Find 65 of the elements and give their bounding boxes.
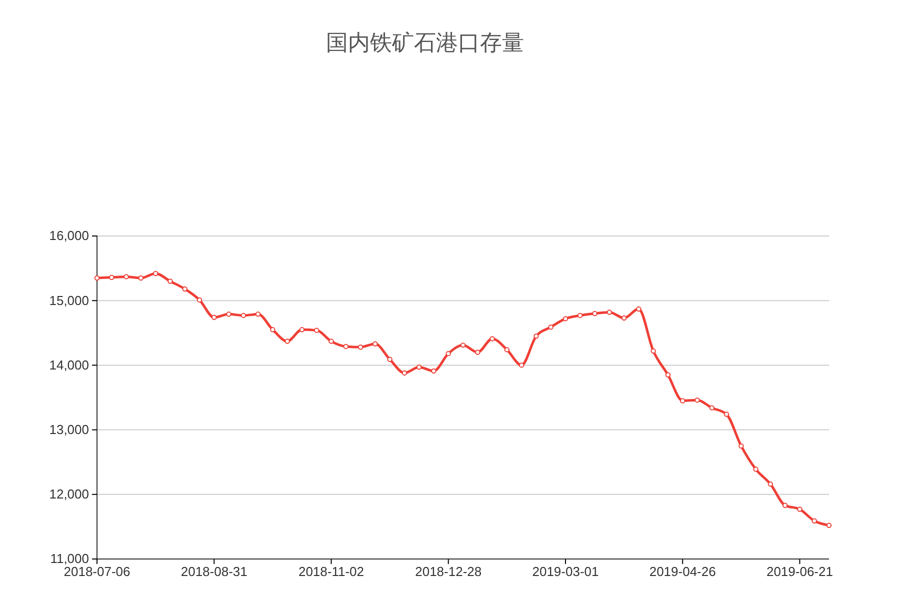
x-tick-label: 2019-04-26 bbox=[649, 564, 716, 580]
point bbox=[372, 341, 378, 346]
point bbox=[343, 344, 348, 350]
point bbox=[665, 372, 671, 378]
point bbox=[490, 336, 495, 342]
point bbox=[797, 506, 802, 512]
point bbox=[475, 350, 480, 355]
point bbox=[621, 315, 627, 321]
y-tick-label: 11,000 bbox=[50, 551, 89, 566]
point bbox=[284, 338, 290, 344]
point bbox=[446, 350, 451, 356]
y-tick-label: 12,000 bbox=[49, 486, 89, 502]
point bbox=[402, 370, 408, 376]
point bbox=[168, 278, 173, 284]
point bbox=[109, 274, 114, 280]
point bbox=[431, 368, 436, 374]
y-tick-label: 15,000 bbox=[49, 292, 89, 308]
point bbox=[534, 334, 539, 339]
point bbox=[299, 327, 305, 332]
point bbox=[812, 518, 817, 524]
point bbox=[358, 344, 364, 350]
point bbox=[636, 306, 642, 312]
point bbox=[460, 342, 466, 348]
point bbox=[138, 275, 144, 281]
point bbox=[387, 356, 392, 362]
point bbox=[738, 443, 744, 449]
point bbox=[504, 347, 510, 352]
point bbox=[182, 286, 188, 292]
chart-title: 国内铁矿石港口存量 bbox=[326, 31, 524, 56]
point bbox=[753, 466, 758, 472]
point bbox=[548, 324, 554, 330]
x-tick-label: 2018-12-28 bbox=[415, 564, 482, 580]
x-tick-label: 2019-03-01 bbox=[532, 564, 599, 580]
point bbox=[768, 481, 774, 487]
point bbox=[680, 398, 686, 404]
point bbox=[578, 312, 583, 318]
point bbox=[152, 270, 158, 276]
x-tick-label: 2019-06-21 bbox=[766, 564, 833, 580]
point bbox=[124, 274, 129, 280]
point bbox=[416, 364, 422, 370]
point bbox=[562, 316, 568, 322]
point bbox=[518, 362, 524, 368]
point bbox=[606, 310, 612, 315]
point bbox=[826, 522, 832, 528]
point bbox=[694, 397, 700, 403]
point bbox=[709, 405, 714, 410]
point bbox=[270, 327, 276, 332]
y-tick-label: 16,000 bbox=[49, 228, 89, 244]
point bbox=[328, 338, 334, 344]
point bbox=[314, 328, 320, 333]
x-tick-label: 2018-07-06 bbox=[64, 564, 130, 580]
x-tick-label: 2018-11-02 bbox=[298, 564, 364, 580]
point bbox=[94, 275, 100, 281]
point bbox=[240, 312, 246, 318]
point bbox=[212, 314, 217, 320]
point bbox=[592, 310, 598, 316]
y-tick-label: 14,000 bbox=[49, 357, 89, 372]
point bbox=[255, 312, 261, 317]
x-tick-label: 2018-08-31 bbox=[180, 564, 248, 580]
y-tick-label: 13,000 bbox=[49, 422, 89, 437]
point bbox=[226, 312, 232, 317]
point bbox=[724, 412, 730, 417]
point bbox=[650, 348, 656, 354]
point bbox=[782, 502, 788, 508]
point bbox=[196, 297, 202, 303]
